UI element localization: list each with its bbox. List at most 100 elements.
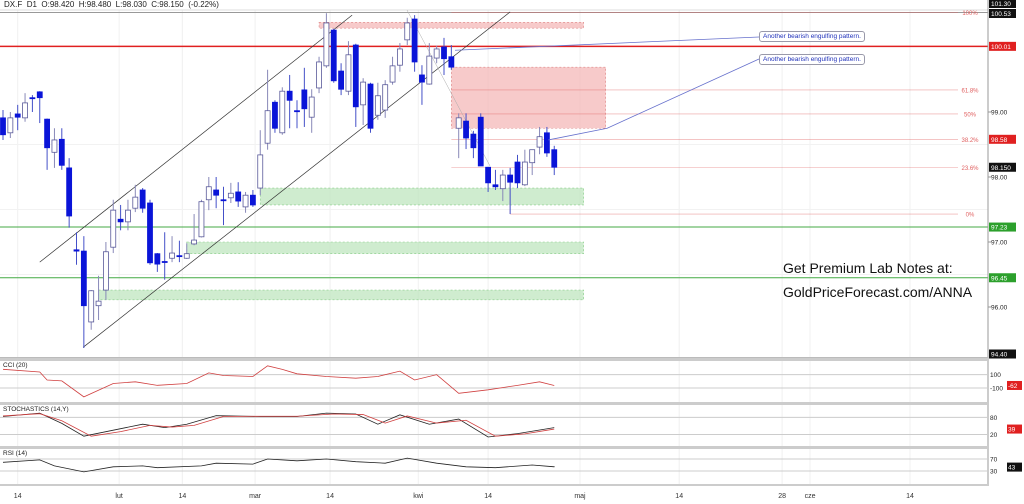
price-label-bg — [989, 0, 1016, 8]
candle-bearish — [176, 255, 183, 258]
candle-bearish — [117, 218, 124, 223]
candle-bearish — [14, 113, 21, 118]
timeframe: D1 — [26, 0, 37, 9]
candle-bearish — [220, 199, 227, 202]
fib-label: 61.8% — [961, 88, 979, 94]
indicator-title: STOCHASTICS (14,Y) — [3, 406, 69, 413]
candle-bullish — [389, 65, 396, 83]
x-tick-label: 14 — [906, 493, 914, 500]
close-value: C:98.150 — [151, 0, 184, 9]
indicator-value-bg — [1007, 462, 1022, 472]
channel-line — [82, 11, 511, 348]
low-value: L:98.030 — [115, 0, 147, 9]
symbol-header: DX.F D1 O:98.420 H:98.480 L:98.030 C:98.… — [4, 0, 219, 9]
price-label: 97.23 — [991, 225, 1008, 232]
price-label: 94.40 — [991, 352, 1008, 359]
promo-line-2: GoldPriceForecast.com/ANNA — [783, 284, 973, 300]
price-label-bg — [989, 273, 1016, 283]
candle-bearish — [352, 44, 359, 108]
candle-bullish — [22, 102, 28, 119]
indicator-level-label: 100 — [990, 372, 1001, 379]
zone-green — [259, 187, 584, 206]
change-value: (-0.22%) — [188, 0, 219, 9]
candle-bearish — [36, 91, 43, 99]
indicator-title: CCI (20) — [3, 362, 28, 369]
candle-bullish — [529, 149, 536, 164]
candle-bearish — [80, 250, 87, 307]
indicator-title: RSI (14) — [3, 450, 27, 457]
price-label: 100.53 — [991, 11, 1011, 18]
candle-bullish — [499, 174, 506, 190]
pane-divider — [0, 358, 988, 361]
candle-bullish — [308, 96, 315, 118]
candle-bearish — [73, 249, 80, 252]
zone-red — [451, 66, 607, 129]
price-label-bg — [989, 349, 1016, 359]
indicator-level-label: 80 — [990, 415, 998, 422]
candle-bullish — [110, 209, 117, 248]
x-tick-label: lut — [115, 493, 122, 500]
indicator-level-label: -100 — [990, 386, 1003, 393]
candle-bullish — [7, 117, 14, 134]
pane-divider — [0, 357, 988, 358]
price-label: 98.00 — [991, 175, 1008, 182]
price-label: 101.30 — [991, 1, 1011, 8]
price-label: 99.00 — [991, 110, 1008, 117]
channel-line — [39, 14, 353, 263]
x-tick-label: 14 — [326, 493, 334, 500]
x-tick-label: 14 — [178, 493, 186, 500]
candle-bearish — [330, 29, 337, 82]
candle-bullish — [125, 209, 131, 223]
candle-bearish — [161, 261, 168, 263]
promo-line-1: Get Premium Lab Notes at: — [783, 260, 953, 276]
candle-bullish — [205, 186, 212, 201]
candle-bearish — [338, 70, 345, 90]
annotation-label-2: Another bearish engulfing pattern. — [759, 54, 865, 65]
candle-bearish — [66, 167, 73, 217]
candle-bearish — [470, 133, 477, 149]
candle-bearish — [441, 46, 447, 60]
price-label: 100.01 — [991, 44, 1011, 51]
candle-bearish — [448, 56, 455, 68]
indicator-value-bg — [1007, 424, 1022, 434]
candle-bearish — [58, 138, 65, 166]
candle-bullish — [257, 154, 264, 189]
annotation-label-1: Another bearish engulfing pattern. — [759, 31, 865, 42]
x-tick-label: 14 — [14, 493, 22, 500]
candle-bullish — [323, 22, 330, 67]
x-tick-label: 14 — [484, 493, 492, 500]
x-tick-label: cze — [805, 493, 816, 500]
candle-bearish — [544, 132, 550, 154]
candle-bullish — [88, 290, 95, 323]
candle-bullish — [360, 81, 367, 106]
candle-bearish — [29, 97, 36, 100]
candle-bullish — [169, 252, 175, 259]
candle-bearish — [463, 120, 469, 139]
price-label: 96.00 — [991, 305, 1008, 312]
pane-divider — [0, 446, 988, 449]
candle-bearish — [294, 110, 300, 113]
candle-bullish — [404, 22, 411, 41]
fib-label: 0% — [966, 213, 975, 219]
indicator-level-label: 70 — [990, 457, 998, 464]
candle-bullish — [183, 253, 190, 259]
indicator-line — [2, 413, 555, 437]
indicator-line — [2, 365, 555, 398]
candle-bullish — [279, 90, 286, 134]
candle-bullish — [345, 54, 352, 92]
price-label: 96.45 — [991, 275, 1008, 282]
x-tick-label: kwi — [413, 493, 424, 500]
candle-bullish — [396, 48, 403, 66]
indicator-value: 43 — [1008, 465, 1016, 472]
indicator-line — [2, 457, 555, 473]
candle-bearish — [485, 166, 492, 184]
candle-bearish — [139, 189, 146, 209]
price-label-bg — [989, 134, 1016, 144]
indicator-value: -62 — [1008, 383, 1018, 390]
candle-bearish — [411, 18, 418, 63]
price-label-bg — [989, 162, 1016, 172]
x-tick-label: mar — [249, 493, 262, 500]
candle-bullish — [51, 139, 58, 153]
candle-bearish — [514, 161, 521, 184]
